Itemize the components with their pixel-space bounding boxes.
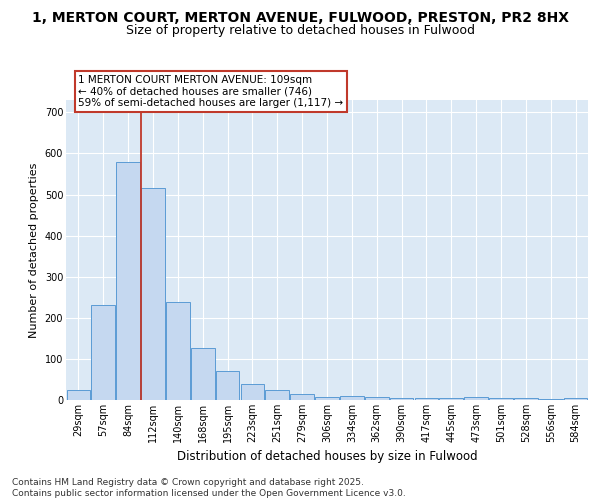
- Bar: [141, 188, 165, 400]
- Bar: [514, 398, 538, 400]
- Bar: [315, 396, 339, 400]
- Bar: [265, 390, 289, 400]
- Text: Contains HM Land Registry data © Crown copyright and database right 2025.
Contai: Contains HM Land Registry data © Crown c…: [12, 478, 406, 498]
- X-axis label: Distribution of detached houses by size in Fulwood: Distribution of detached houses by size …: [176, 450, 478, 464]
- Text: 1, MERTON COURT, MERTON AVENUE, FULWOOD, PRESTON, PR2 8HX: 1, MERTON COURT, MERTON AVENUE, FULWOOD,…: [32, 11, 569, 25]
- Bar: [539, 399, 563, 400]
- Text: Size of property relative to detached houses in Fulwood: Size of property relative to detached ho…: [125, 24, 475, 37]
- Bar: [290, 394, 314, 400]
- Bar: [91, 304, 115, 400]
- Bar: [439, 398, 463, 400]
- Bar: [241, 384, 264, 400]
- Bar: [415, 398, 438, 400]
- Bar: [464, 396, 488, 400]
- Bar: [340, 396, 364, 400]
- Bar: [116, 162, 140, 400]
- Bar: [365, 396, 389, 400]
- Text: 1 MERTON COURT MERTON AVENUE: 109sqm
← 40% of detached houses are smaller (746)
: 1 MERTON COURT MERTON AVENUE: 109sqm ← 4…: [79, 75, 344, 108]
- Bar: [564, 398, 587, 400]
- Bar: [489, 398, 513, 400]
- Bar: [166, 302, 190, 400]
- Bar: [216, 371, 239, 400]
- Y-axis label: Number of detached properties: Number of detached properties: [29, 162, 39, 338]
- Bar: [390, 398, 413, 400]
- Bar: [67, 390, 90, 400]
- Bar: [191, 348, 215, 400]
